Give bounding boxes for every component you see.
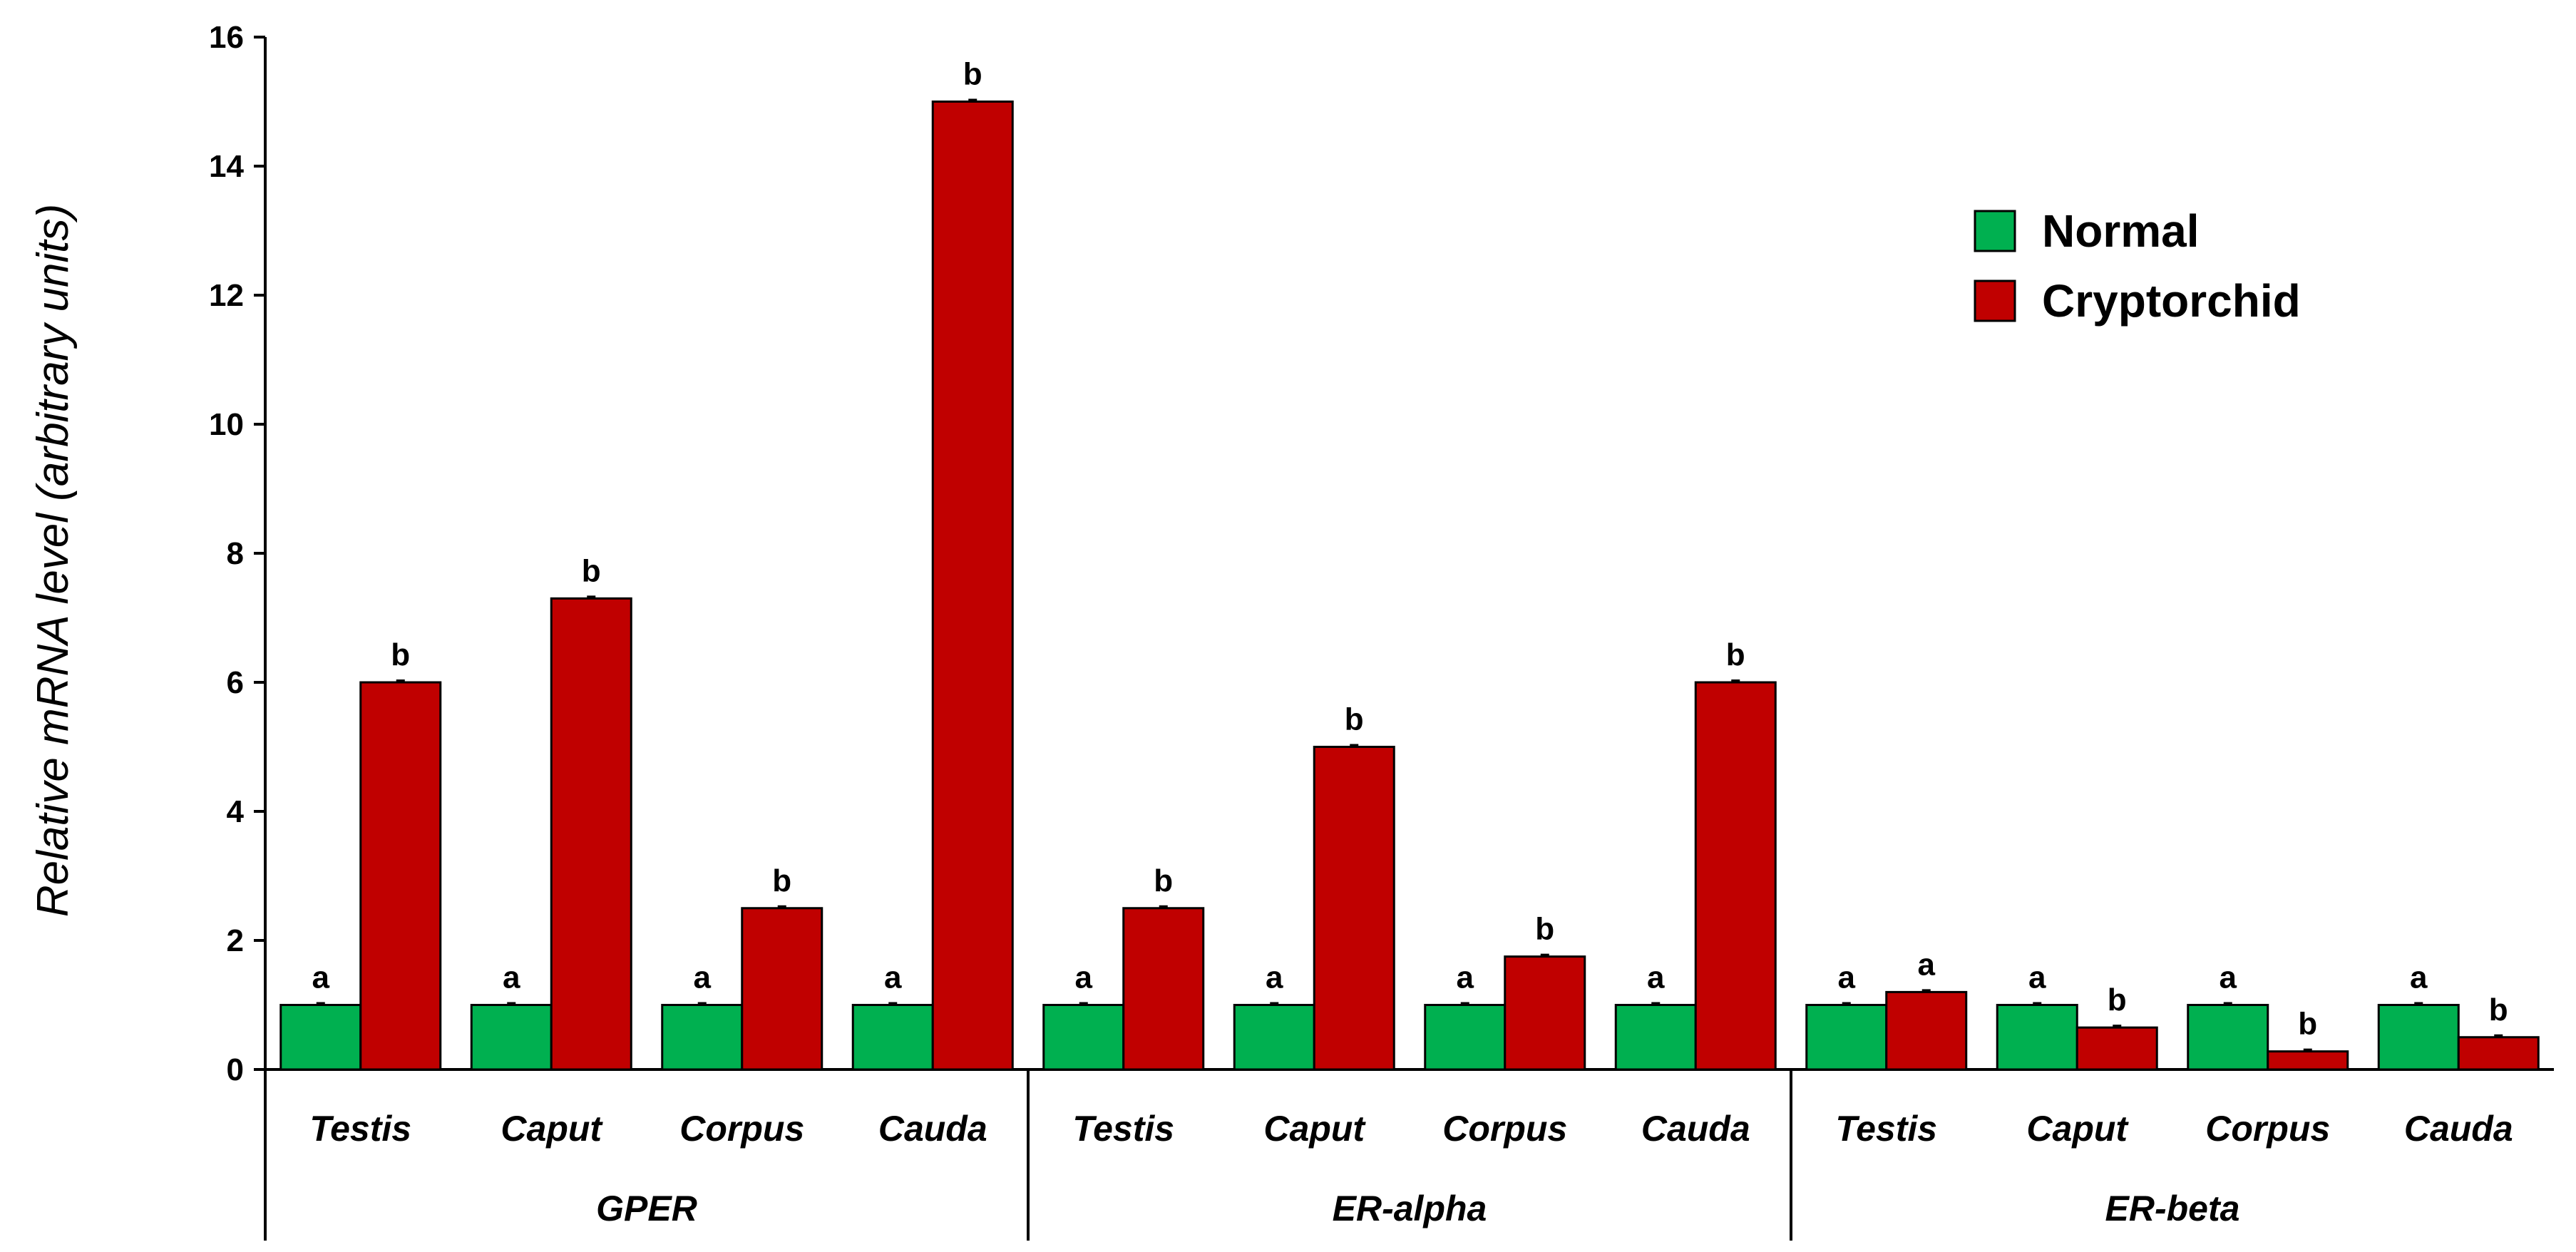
y-axis-title: Relative mRNA level (arbitrary units) <box>29 204 78 917</box>
category-label: Testis <box>309 1109 411 1149</box>
significance-label: a <box>1075 960 1093 995</box>
significance-label: a <box>694 960 712 995</box>
bar-cryptorchid <box>2075 1026 2158 1071</box>
bar-normal <box>2377 1004 2460 1071</box>
bar-cryptorchid <box>2457 1036 2540 1071</box>
category-label: Corpus <box>2205 1109 2330 1149</box>
bar-normal <box>1042 1004 1125 1071</box>
legend-label-cryptorchid: Cryptorchid <box>2042 275 2301 327</box>
significance-label: a <box>2220 960 2237 995</box>
category-label: Caput <box>2026 1109 2129 1149</box>
category-label: Cauda <box>1641 1109 1750 1149</box>
bar-normal <box>279 1004 362 1071</box>
category-label: Caput <box>1263 1109 1366 1149</box>
bar-normal <box>1614 1004 1697 1071</box>
category-label: Testis <box>1072 1109 1174 1149</box>
bar-normal <box>1805 1004 1888 1071</box>
y-tick-label: 16 <box>209 20 244 55</box>
y-tick-label: 0 <box>227 1052 244 1087</box>
bar-cryptorchid <box>1122 907 1205 1071</box>
category-label: Corpus <box>1442 1109 1567 1149</box>
bar-cryptorchid <box>2267 1050 2349 1071</box>
legend-swatch-cryptorchid <box>1974 279 2016 322</box>
category-label: Cauda <box>878 1109 987 1149</box>
significance-label: a <box>503 960 520 995</box>
significance-label: b <box>1154 863 1173 898</box>
category-label: Testis <box>1835 1109 1937 1149</box>
bar-normal <box>1996 1004 2078 1071</box>
significance-label: a <box>2410 960 2428 995</box>
category-label: Corpus <box>679 1109 804 1149</box>
category-label: Cauda <box>2404 1109 2513 1149</box>
y-tick-label: 6 <box>227 665 244 700</box>
significance-label: a <box>2028 960 2046 995</box>
significance-label: a <box>1457 960 1474 995</box>
bar-cryptorchid <box>550 597 632 1071</box>
bar-normal <box>470 1004 553 1071</box>
significance-label: b <box>391 637 410 672</box>
significance-label: b <box>2108 982 2127 1017</box>
y-tick-label: 4 <box>227 794 245 829</box>
bar-cryptorchid <box>1313 746 1395 1071</box>
significance-label: b <box>1345 702 1364 737</box>
significance-label: b <box>1726 637 1745 672</box>
significance-label: b <box>2489 992 2508 1027</box>
bar-cryptorchid <box>1504 955 1586 1071</box>
significance-label: a <box>1647 960 1665 995</box>
bar-cryptorchid <box>359 681 442 1071</box>
significance-label: b <box>1535 912 1554 947</box>
bar-cryptorchid <box>1694 681 1777 1071</box>
bar-normal <box>1233 1004 1315 1071</box>
bar-normal <box>1424 1004 1507 1071</box>
y-tick-label: 12 <box>209 278 244 313</box>
y-tick-label: 8 <box>227 536 244 571</box>
significance-label: a <box>1918 947 1936 982</box>
bar-cryptorchid <box>1885 990 1968 1071</box>
y-tick-label: 14 <box>209 149 244 184</box>
significance-label: a <box>312 960 330 995</box>
bar-normal <box>851 1004 934 1071</box>
legend-swatch-normal <box>1974 210 2016 252</box>
y-tick-label: 10 <box>209 407 244 442</box>
significance-label: a <box>1838 960 1856 995</box>
significance-label: a <box>1266 960 1283 995</box>
group-label-gper: GPER <box>596 1189 697 1228</box>
significance-label: b <box>2298 1007 2317 1042</box>
bar-normal <box>661 1004 744 1071</box>
significance-label: b <box>772 863 791 898</box>
group-label-er-beta: ER-beta <box>2105 1189 2240 1228</box>
significance-label: b <box>582 553 601 588</box>
bar-normal <box>2187 1004 2269 1071</box>
y-tick-label: 2 <box>227 923 244 958</box>
significance-label: b <box>963 57 982 92</box>
bar-cryptorchid <box>741 907 823 1071</box>
legend-label-normal: Normal <box>2042 205 2200 257</box>
significance-label: a <box>884 960 902 995</box>
group-label-er-alpha: ER-alpha <box>1333 1189 1487 1228</box>
bar-cryptorchid <box>931 101 1014 1071</box>
category-label: Caput <box>501 1109 603 1149</box>
